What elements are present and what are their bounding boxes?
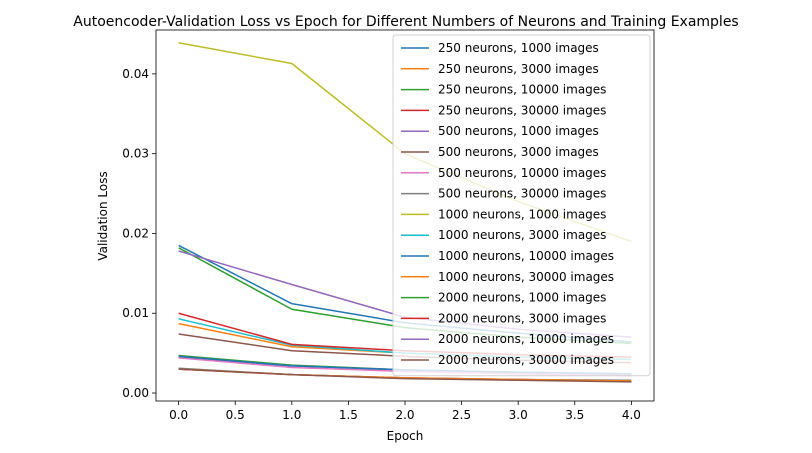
y-tick-label: 0.04 (122, 67, 149, 81)
x-tick-label: 2.5 (452, 408, 471, 422)
x-tick-label: 1.0 (282, 408, 301, 422)
x-axis-label: Epoch (387, 429, 424, 443)
legend-entry: 1000 neurons, 10000 images (438, 249, 614, 263)
legend-entry: 500 neurons, 10000 images (438, 166, 606, 180)
x-tick-label: 3.0 (509, 408, 528, 422)
legend-entry: 2000 neurons, 1000 images (438, 291, 606, 305)
legend-box (392, 34, 651, 377)
legend-entry: 2000 neurons, 3000 images (438, 311, 606, 325)
legend-entry: 500 neurons, 1000 images (438, 124, 599, 138)
legend: 250 neurons, 1000 images 250 neurons, 300… (392, 34, 651, 377)
y-tick-label: 0.01 (122, 306, 149, 320)
legend-entry: 500 neurons, 3000 images (438, 145, 599, 159)
y-axis-label: Validation Loss (96, 171, 110, 260)
x-tick-label: 4.0 (622, 408, 641, 422)
legend-entry: 250 neurons, 30000 images (438, 103, 606, 117)
x-tick-label: 0.0 (169, 408, 188, 422)
legend-entry: 1000 neurons, 1000 images (438, 207, 606, 221)
legend-entry: 2000 neurons, 30000 images (438, 353, 614, 367)
x-tick-label: 3.5 (565, 408, 584, 422)
x-axis: 0.0 0.5 1.0 1.5 2.0 2.5 3.0 3.5 4.0 (169, 401, 641, 422)
legend-entry: 250 neurons, 1000 images (438, 41, 599, 55)
series-line-15 (178, 368, 632, 383)
x-tick-label: 2.0 (395, 408, 414, 422)
x-tick-label: 1.5 (339, 408, 358, 422)
legend-entry: 1000 neurons, 3000 images (438, 228, 606, 242)
legend-entry: 2000 neurons, 10000 images (438, 332, 614, 346)
y-tick-label: 0.02 (122, 226, 149, 240)
legend-entry: 250 neurons, 10000 images (438, 83, 606, 97)
y-tick-label: 0.03 (122, 147, 149, 161)
y-tick-label: 0.00 (122, 386, 149, 400)
legend-entry: 1000 neurons, 30000 images (438, 270, 614, 284)
x-tick-label: 0.5 (226, 408, 245, 422)
y-axis: 0.00 0.01 0.02 0.03 0.04 (122, 67, 156, 400)
chart-title: Autoencoder-Validation Loss vs Epoch for… (73, 14, 738, 30)
legend-entry: 250 neurons, 3000 images (438, 62, 599, 76)
legend-entry: 500 neurons, 30000 images (438, 187, 606, 201)
